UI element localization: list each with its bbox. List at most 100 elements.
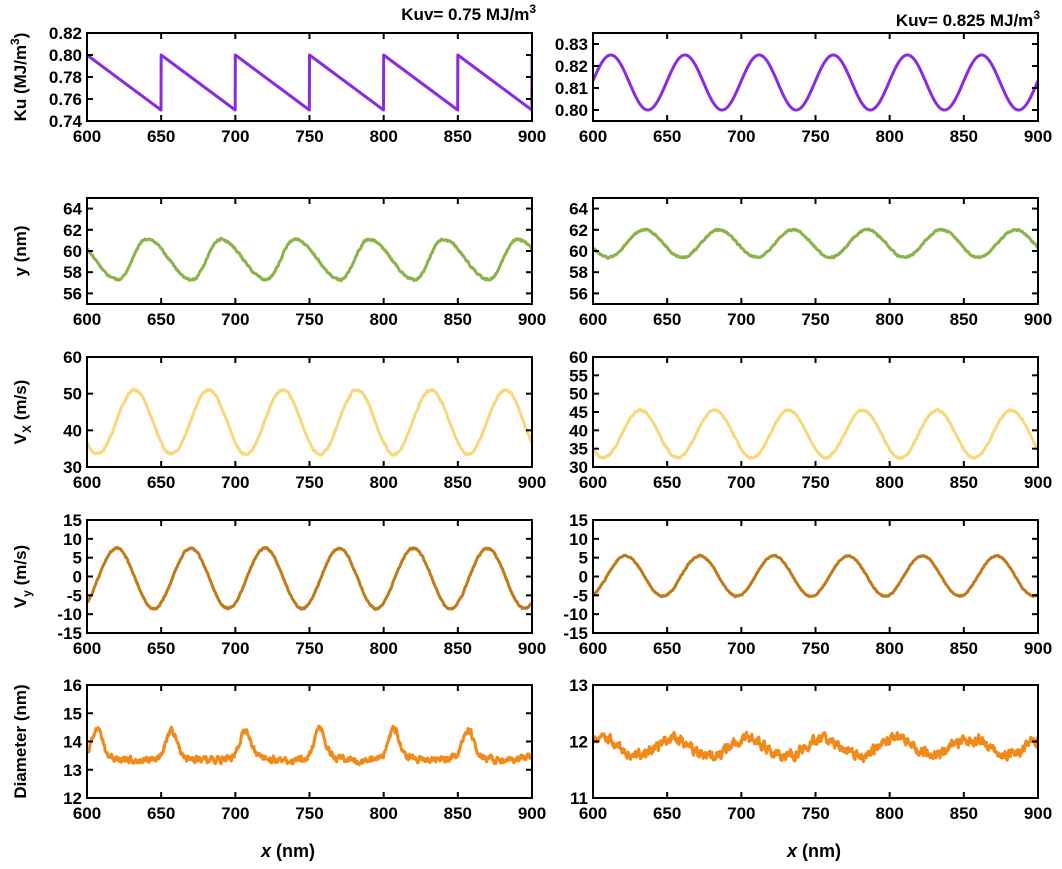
y-tick-label: 12: [63, 789, 82, 808]
series-line-vy-left: [87, 545, 532, 611]
x-tick-label: 750: [295, 473, 323, 492]
y-tick-label: 60: [63, 242, 82, 261]
x-tick-label: 650: [147, 639, 175, 658]
series-line-y-right: [593, 227, 1038, 260]
x-tick-label: 650: [147, 127, 175, 146]
y-tick-label: 30: [569, 458, 588, 477]
x-tick-label: 800: [369, 310, 397, 329]
plot-frame-vy-left: [86, 519, 533, 634]
y-tick-label: 13: [63, 761, 82, 780]
x-tick-label: 600: [579, 473, 607, 492]
y-tick-label: 0.74: [49, 112, 83, 131]
y-tick-label: 15: [63, 511, 82, 530]
series-line-d-left: [87, 724, 532, 767]
y-tick-label: 0.78: [49, 68, 82, 87]
x-tick-label: 900: [518, 310, 546, 329]
x-tick-label: 750: [295, 310, 323, 329]
y-tick-label: 40: [63, 421, 82, 440]
series-line-ku-right: [593, 53, 1038, 112]
x-tick-label: 900: [1024, 639, 1052, 658]
y-tick-label: 0.80: [555, 101, 588, 120]
y-tick-label: 13: [569, 676, 588, 695]
x-tick-label: 850: [950, 127, 978, 146]
plot-frame-vx-left: [86, 356, 533, 468]
y-tick-label: 0.82: [49, 24, 82, 43]
x-tick-label: 900: [1024, 804, 1052, 823]
x-tick-label: 750: [295, 639, 323, 658]
y-tick-label: 30: [63, 458, 82, 477]
y-axis-label-y-left: y (nm): [11, 226, 30, 277]
x-tick-label: 600: [73, 804, 101, 823]
panel-d-right: 11 12 13 600 650 700 750 800 850 900: [569, 676, 1052, 823]
panel-vx-left: 30 40 50 60 600 650 700 750 800 850 900 VX (m/s): [11, 348, 546, 492]
y-tick-label: 15: [63, 704, 82, 723]
y-tick-label: 5: [579, 549, 588, 568]
x-tick-label: 650: [653, 639, 681, 658]
y-tick-label: 40: [569, 421, 588, 440]
series-line-y-left: [87, 236, 532, 283]
y-tick-label: -10: [563, 605, 588, 624]
y-tick-label: 60: [63, 348, 82, 367]
x-tick-label: 900: [1024, 310, 1052, 329]
x-tick-label: 600: [73, 127, 101, 146]
x-tick-label: 700: [221, 127, 249, 146]
x-tick-label: 900: [518, 127, 546, 146]
x-tick-label: 900: [1024, 473, 1052, 492]
x-tick-label: 700: [727, 310, 755, 329]
column-title-right: Kuv= 0.825 MJ/m3: [896, 8, 1041, 30]
x-tick-label: 900: [518, 473, 546, 492]
panel-y-right: 56 58 60 62 64 600 650 700 750 800 850 900: [569, 197, 1052, 329]
x-tick-label: 700: [221, 804, 249, 823]
plot-frame-vy-right: [592, 519, 1039, 634]
y-tick-label: 11: [570, 789, 588, 808]
series-line-d-right: [593, 730, 1038, 764]
x-tick-label: 750: [801, 127, 829, 146]
x-tick-label: 900: [518, 804, 546, 823]
x-tick-label: 750: [295, 804, 323, 823]
x-tick-label: 750: [295, 127, 323, 146]
x-tick-label: 800: [875, 127, 903, 146]
y-tick-label: -10: [57, 605, 82, 624]
y-axis-label-d-left: Diameter (nm): [11, 684, 30, 798]
x-axis-label-left: x (nm): [260, 841, 315, 861]
x-tick-label: 700: [221, 310, 249, 329]
plot-frame-y-right: [592, 197, 1039, 305]
series-line-ku-left: [87, 53, 532, 112]
x-tick-label: 600: [73, 639, 101, 658]
y-tick-label: 35: [569, 440, 588, 459]
x-tick-label: 850: [950, 310, 978, 329]
y-tick-label: 10: [569, 530, 588, 549]
y-tick-label: 10: [63, 530, 82, 549]
x-tick-label: 600: [73, 473, 101, 492]
x-tick-label: 850: [444, 639, 472, 658]
x-tick-label: 700: [727, 473, 755, 492]
y-tick-label: 14: [63, 733, 82, 752]
x-tick-label: 600: [579, 127, 607, 146]
x-tick-label: 650: [147, 310, 175, 329]
x-tick-label: 600: [73, 310, 101, 329]
x-tick-label: 850: [950, 804, 978, 823]
y-tick-label: 16: [63, 676, 82, 695]
x-tick-label: 700: [727, 639, 755, 658]
x-tick-label: 850: [444, 473, 472, 492]
y-tick-label: 62: [569, 221, 588, 240]
y-tick-label: 5: [73, 549, 82, 568]
x-tick-label: 600: [579, 310, 607, 329]
x-tick-label: 650: [147, 473, 175, 492]
x-tick-label: 650: [653, 127, 681, 146]
x-tick-label: 800: [875, 310, 903, 329]
x-tick-label: 650: [653, 804, 681, 823]
column-title-left: Kuv= 0.75 MJ/m3: [401, 2, 536, 24]
y-tick-label: 0: [73, 568, 82, 587]
y-tick-label: 58: [63, 263, 82, 282]
y-axis-label-vy-left: Vy (m/s): [11, 545, 34, 608]
x-tick-label: 800: [369, 639, 397, 658]
y-tick-label: -15: [57, 624, 82, 643]
y-tick-label: 60: [569, 242, 588, 261]
x-tick-label: 850: [950, 473, 978, 492]
x-tick-label: 650: [653, 310, 681, 329]
x-tick-label: 900: [1024, 127, 1052, 146]
